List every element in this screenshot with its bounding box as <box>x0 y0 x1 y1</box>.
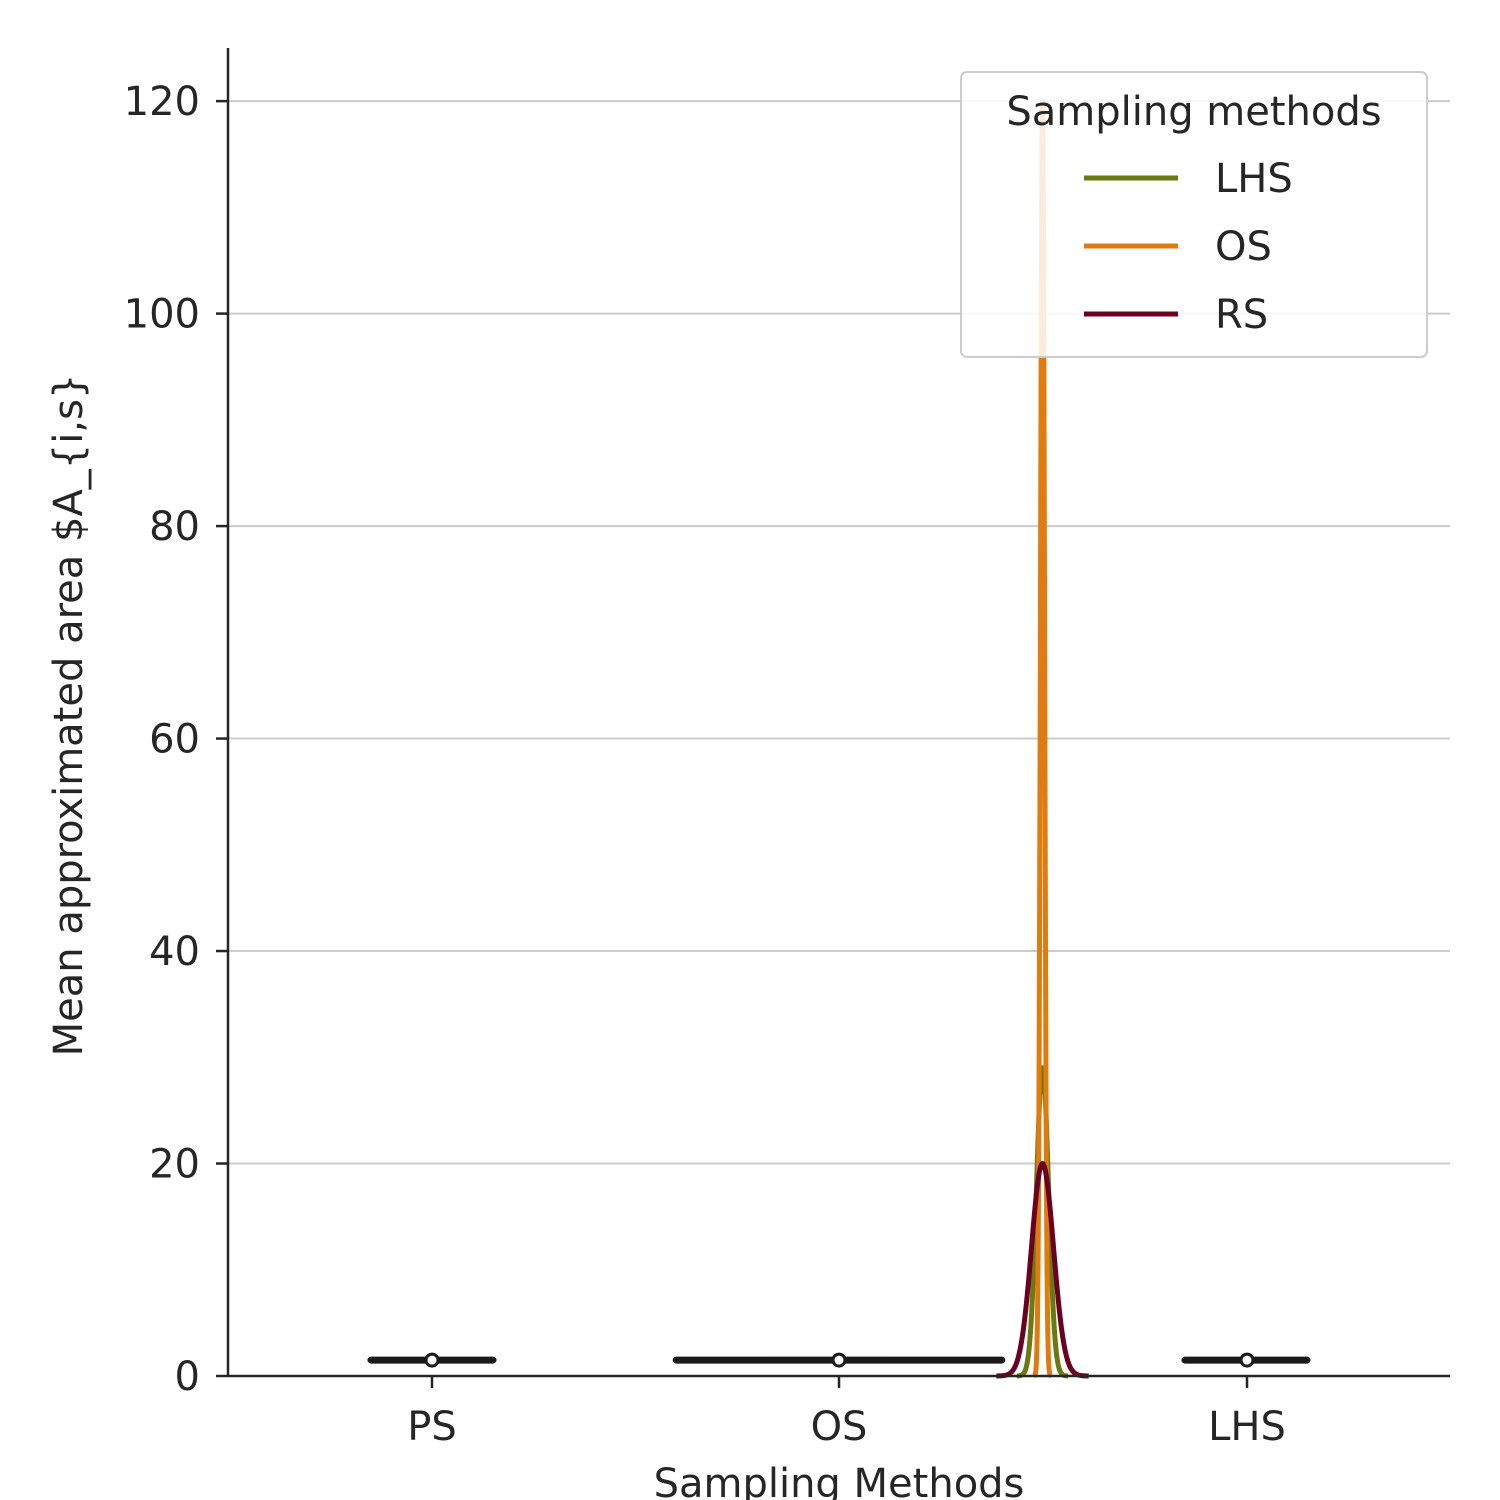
y-tick-label-80: 80 <box>149 504 200 550</box>
y-tick-label-100: 100 <box>124 292 200 338</box>
y-tick-label-120: 120 <box>124 79 200 125</box>
legend-label-RS: RS <box>1215 292 1268 338</box>
y-axis-title: Mean approximated area $A_{i,s} <box>46 374 92 1057</box>
curve-LHS <box>1014 1065 1071 1379</box>
y-tick-labels: 0 20 40 60 80 100 120 <box>124 79 228 1400</box>
legend: Sampling methods LHS OS RS <box>960 71 1428 358</box>
legend-label-OS: OS <box>1215 224 1272 270</box>
legend-title: Sampling methods <box>1006 89 1381 135</box>
median-marker-LHS <box>1239 1352 1255 1368</box>
median-marker-PS <box>424 1352 440 1368</box>
summary-markers <box>367 1352 1311 1368</box>
y-tick-label-0: 0 <box>175 1354 200 1400</box>
x-axis-title: Sampling Methods <box>654 1461 1025 1500</box>
curve-RS <box>994 1161 1091 1379</box>
legend-box <box>960 71 1428 358</box>
x-tick-label-OS: OS <box>811 1404 868 1450</box>
x-tick-label-LHS: LHS <box>1208 1404 1286 1450</box>
y-tick-label-60: 60 <box>149 717 200 763</box>
grid-lines <box>228 100 1450 1165</box>
legend-label-LHS: LHS <box>1215 156 1293 202</box>
x-tick-labels: PS OS LHS <box>407 1376 1286 1450</box>
y-tick-label-20: 20 <box>149 1142 200 1188</box>
y-tick-label-40: 40 <box>149 929 200 975</box>
median-marker-OS <box>831 1352 847 1368</box>
legend-entries: LHS OS RS <box>1084 156 1293 338</box>
x-tick-label-PS: PS <box>407 1404 457 1450</box>
